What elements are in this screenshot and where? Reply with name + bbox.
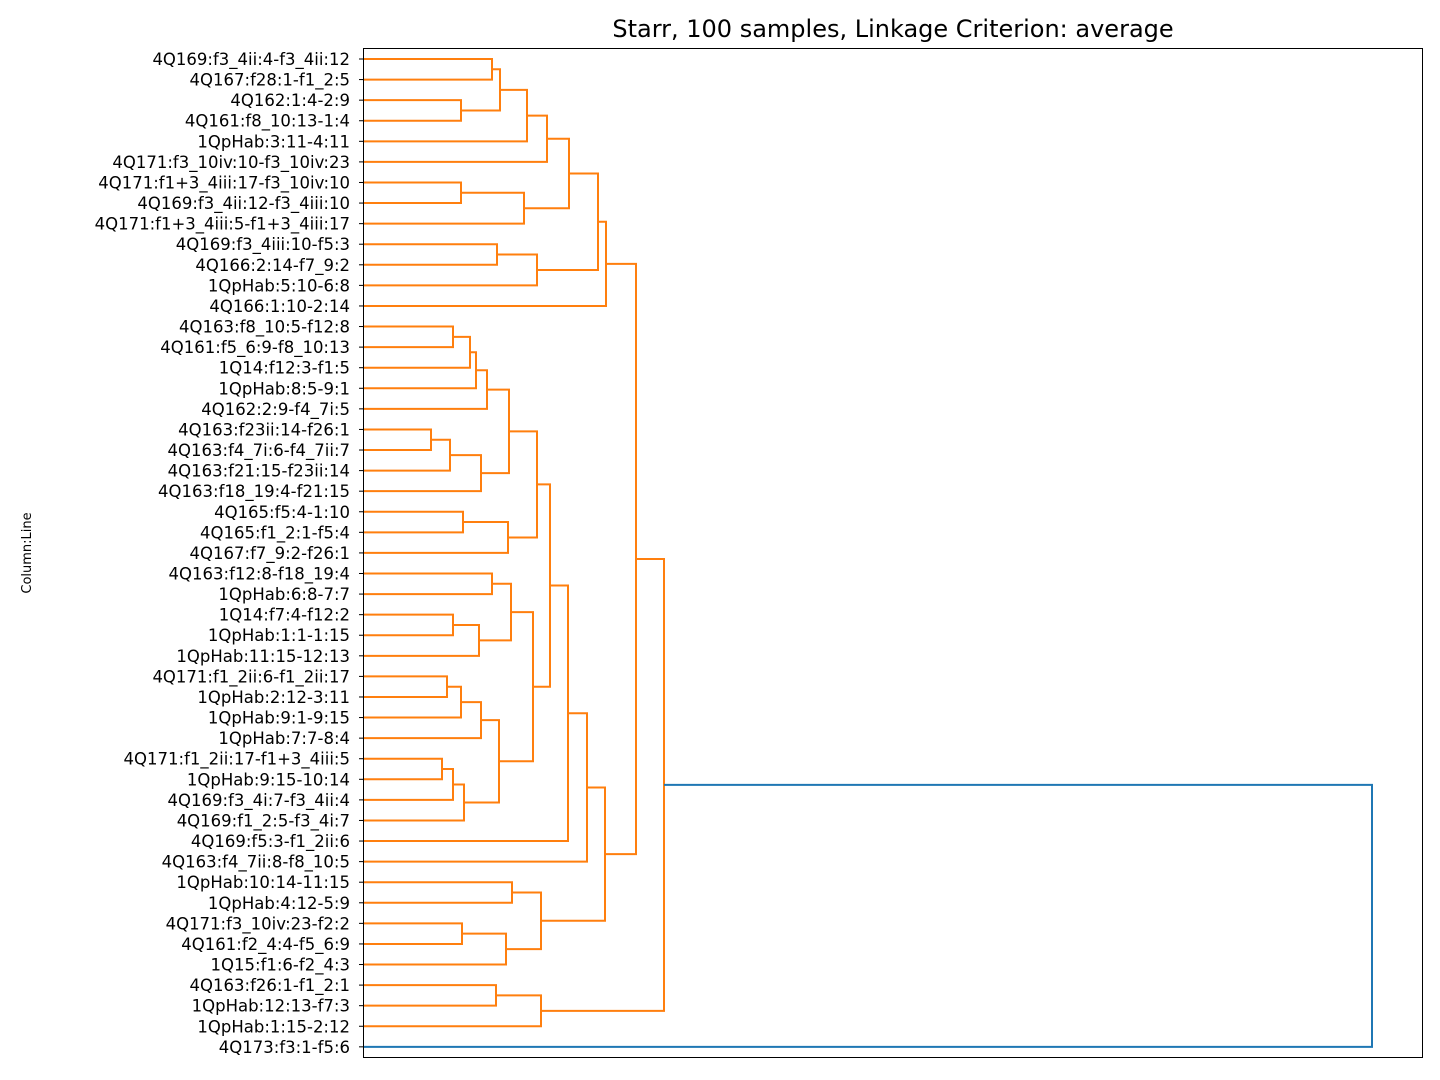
plot-frame	[363, 48, 1423, 1058]
leaf-label: 1QpHab:2:12-3:11	[197, 688, 350, 707]
leaf-label: 4Q162:1:4-2:9	[230, 91, 350, 110]
leaf-label: 1QpHab:12:13-f7:3	[192, 997, 350, 1016]
leaf-label: 4Q171:f3_10iv:10-f3_10iv:23	[112, 153, 350, 173]
chart-title: Starr, 100 samples, Linkage Criterion: a…	[612, 15, 1173, 43]
cluster-link	[364, 712, 588, 863]
leaf-label: 4Q173:f3:1-f5:6	[219, 1038, 350, 1057]
leaf-label: 1QpHab:9:1-9:15	[208, 709, 350, 728]
cluster-link	[364, 768, 454, 801]
cluster-link	[364, 572, 493, 596]
cluster-link	[364, 783, 1373, 1048]
leaf-label: 4Q169:f1_2:5-f3_4i:7	[177, 811, 350, 831]
cluster-link	[533, 483, 551, 688]
leaf-label: 4Q165:f5:4-1:10	[214, 503, 350, 522]
cluster-link	[364, 58, 493, 81]
leaf-label: 1QpHab:7:7-8:4	[218, 729, 350, 748]
leaf-label: 4Q169:f3_4ii:4-f3_4ii:12	[152, 50, 350, 70]
leaf-label: 4Q171:f3_10iv:23-f2:2	[166, 914, 350, 934]
cluster-link	[364, 351, 477, 390]
leaf-label: 1QpHab:11:15-12:13	[176, 647, 350, 666]
cluster-link	[364, 114, 548, 163]
leaf-label: 4Q163:f23ii:14-f26:1	[178, 420, 350, 439]
leaf-label: 1QpHab:6:8-7:7	[218, 585, 350, 604]
leaf-label: 1QpHab:10:14-11:15	[176, 873, 350, 892]
leaf-label: 4Q169:f5:3-f1_2ii:6	[191, 832, 350, 852]
leaf-labels: 4Q169:f3_4ii:4-f3_4ii:124Q167:f28:1-f1_2…	[95, 50, 364, 1057]
cluster-link	[364, 243, 498, 266]
cluster-link	[364, 932, 507, 966]
leaf-label: 4Q167:f7_9:2-f26:1	[190, 544, 350, 564]
leaf-label: 4Q163:f21:15-f23ii:14	[168, 462, 350, 481]
leaf-label: 4Q165:f1_2:1-f5:4	[200, 523, 350, 543]
cluster-link	[364, 675, 448, 698]
leaf-label: 4Q166:1:10-2:14	[209, 297, 350, 316]
leaf-label: 4Q167:f28:1-f1_2:5	[190, 71, 350, 91]
cluster-link	[499, 611, 534, 763]
leaf-label: 1QpHab:3:11-4:11	[197, 132, 350, 151]
cluster-link	[364, 510, 464, 534]
leaf-label: 4Q162:2:9-f4_7i:5	[201, 400, 350, 420]
cluster-link	[364, 191, 525, 225]
cluster-link	[364, 984, 497, 1007]
leaf-label: 4Q169:f3_4i:7-f3_4ii:4	[168, 791, 350, 811]
leaf-label: 4Q161:f5_6:9-f8_10:13	[160, 338, 350, 358]
leaf-label: 4Q163:f8_10:5-f12:8	[179, 318, 350, 338]
cluster-link	[364, 438, 451, 472]
leaf-label: 4Q163:f26:1-f1_2:1	[190, 976, 350, 996]
cluster-link	[541, 557, 665, 1012]
cluster-link	[364, 613, 454, 637]
cluster-link	[364, 623, 480, 657]
leaf-label: 4Q163:f4_7i:6-f4_7ii:7	[168, 441, 350, 461]
leaf-label: 4Q163:f18_19:4-f21:15	[158, 482, 350, 502]
cluster-link	[541, 786, 606, 922]
leaf-label: 1QpHab:4:12-5:9	[208, 894, 350, 913]
cluster-link	[364, 757, 443, 781]
y-axis-label: Column:Line	[20, 512, 35, 593]
cluster-link	[364, 335, 471, 369]
cluster-link	[364, 88, 528, 143]
cluster-link	[364, 994, 542, 1028]
leaf-label: 4Q169:f3_4iii:10-f5:3	[176, 235, 350, 255]
leaf-label: 4Q169:f3_4ii:12-f3_4iii:10	[137, 194, 350, 214]
cluster-link	[364, 253, 538, 287]
leaf-label: 4Q166:2:14-f7_9:2	[195, 256, 350, 276]
leaf-label: 1QpHab:9:15-10:14	[187, 770, 350, 789]
leaf-label: 1Q14:f12:3-f1:5	[219, 359, 350, 378]
leaf-label: 1QpHab:1:15-2:12	[197, 1017, 350, 1036]
leaf-label: 4Q161:f8_10:13-1:4	[185, 112, 350, 132]
leaf-label: 1QpHab:8:5-9:1	[218, 379, 350, 398]
leaf-label: 1Q14:f7:4-f12:2	[219, 606, 350, 625]
cluster-link	[364, 181, 462, 205]
leaf-label: 4Q171:f1_2ii:6-f1_2ii:17	[152, 667, 350, 687]
leaf-label: 4Q163:f12:8-f18_19:4	[169, 565, 350, 585]
leaf-label: 1Q15:f1:6-f2_4:3	[211, 956, 350, 976]
cluster-link	[364, 369, 488, 410]
cluster-link	[364, 881, 513, 904]
leaf-label: 4Q161:f2_4:4-f5_6:9	[181, 935, 350, 955]
cluster-link	[479, 582, 512, 642]
cluster-link	[364, 325, 454, 349]
cluster-link	[508, 430, 538, 539]
dendrogram-links	[364, 58, 1373, 1048]
leaf-label: 1QpHab:5:10-6:8	[208, 276, 350, 295]
leaf-label: 4Q171:f1_2ii:17-f1+3_4iii:5	[124, 750, 350, 770]
leaf-label: 1QpHab:1:1-1:15	[208, 626, 350, 645]
cluster-link	[364, 521, 509, 554]
cluster-link	[364, 922, 463, 945]
cluster-link	[481, 388, 510, 475]
cluster-link	[537, 172, 599, 271]
leaf-label: 4Q163:f4_7ii:8-f8_10:5	[162, 853, 350, 873]
cluster-link	[364, 99, 462, 122]
leaf-label: 4Q171:f1+3_4iii:5-f1+3_4iii:17	[95, 215, 350, 235]
leaf-label: 4Q171:f1+3_4iii:17-f3_10iv:10	[98, 173, 350, 193]
cluster-link	[364, 701, 482, 740]
cluster-link	[461, 68, 501, 112]
cluster-link	[364, 428, 432, 452]
cluster-link	[364, 783, 465, 822]
cluster-link	[605, 262, 637, 856]
cluster-link	[364, 454, 482, 493]
